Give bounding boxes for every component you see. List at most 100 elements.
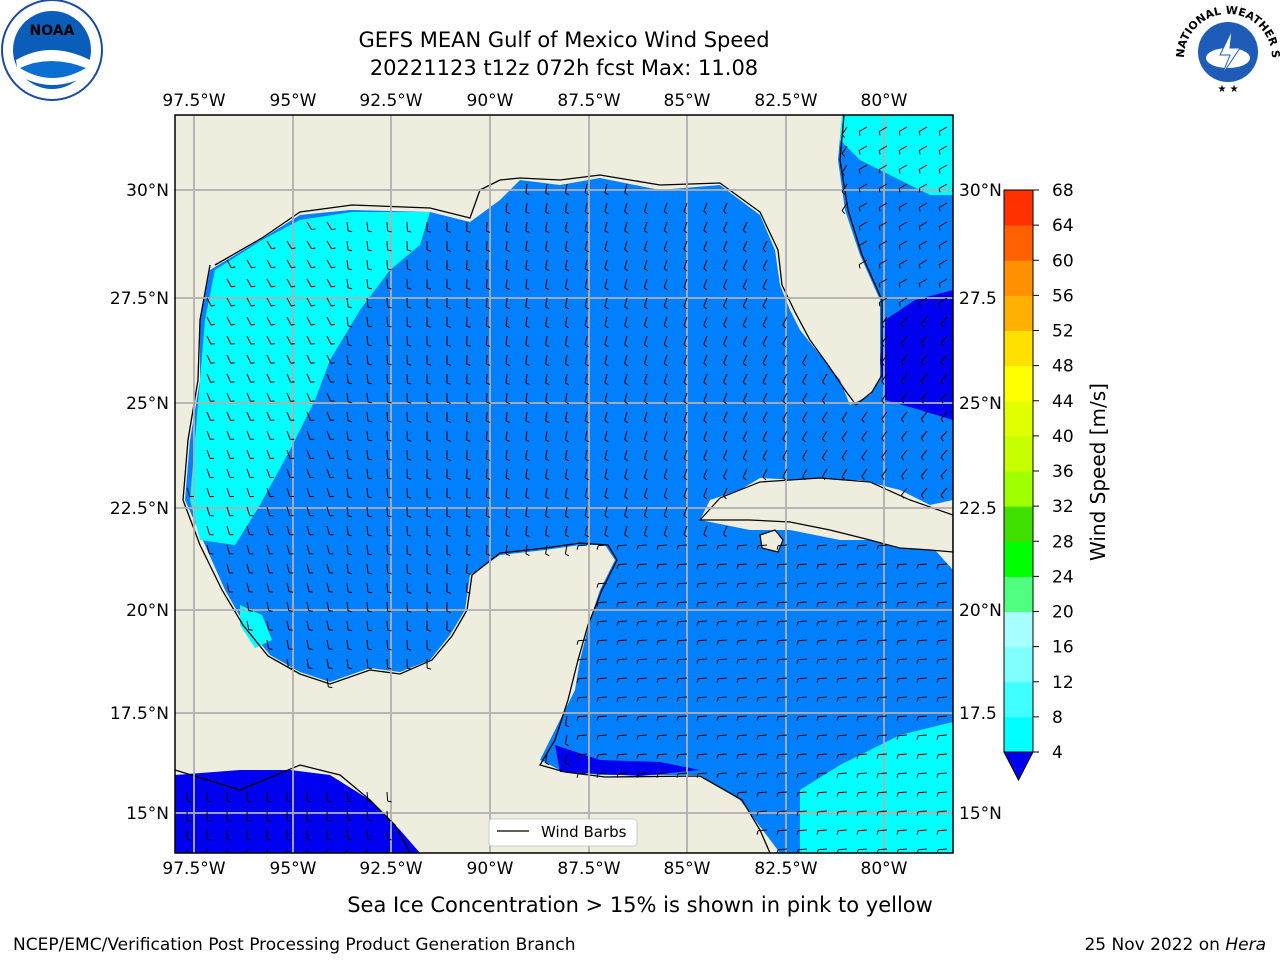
- colorbar-segment: [1004, 681, 1033, 718]
- wind-barb-feather: [703, 534, 708, 538]
- wind-barb-feather: [446, 287, 451, 290]
- wind-barb: [797, 772, 808, 775]
- wind-barb: [505, 392, 508, 403]
- wind-barb-feather: [898, 283, 901, 288]
- wind-barb: [677, 677, 688, 680]
- wind-barb: [597, 696, 608, 699]
- wind-barb: [286, 487, 291, 497]
- wind-barb: [858, 126, 868, 132]
- wind-barb-feather: [348, 458, 353, 461]
- wind-barb-feather: [545, 230, 550, 234]
- wind-barb: [366, 810, 369, 821]
- wind-barb: [802, 449, 808, 459]
- wind-barb: [246, 487, 251, 497]
- wind-barb: [917, 734, 928, 737]
- wind-barb-feather: [703, 325, 708, 329]
- wind-barb-feather: [328, 667, 333, 669]
- lon-label-bottom: 95°W: [270, 859, 317, 879]
- wind-barb: [777, 677, 788, 680]
- wind-barb: [898, 164, 908, 170]
- wind-barb: [897, 639, 908, 642]
- wind-barb-feather: [938, 207, 941, 212]
- wind-barb-feather: [742, 400, 747, 405]
- wind-barb-feather: [616, 754, 619, 759]
- wind-barb-feather: [896, 811, 899, 816]
- wind-barb-feather: [331, 285, 336, 288]
- wind-barb: [937, 582, 948, 585]
- wind-barb-feather: [604, 325, 609, 329]
- wind-barb: [366, 430, 369, 441]
- wind-barb: [938, 183, 948, 189]
- wind-barb-feather: [596, 678, 599, 683]
- wind-barb-feather: [565, 363, 570, 367]
- wind-barb: [657, 696, 668, 699]
- wind-barb-feather: [426, 629, 432, 632]
- wind-barb-feather: [836, 849, 839, 853]
- wind-barb: [683, 430, 688, 440]
- wind-barb-feather: [505, 230, 510, 234]
- wind-barb-feather: [616, 602, 619, 607]
- wind-barb-feather: [565, 496, 570, 500]
- wind-barb: [663, 354, 668, 364]
- wind-barb: [584, 449, 588, 459]
- wind-barb-feather: [604, 401, 609, 405]
- wind-barb-feather: [545, 344, 550, 348]
- wind-barb: [897, 829, 908, 832]
- wind-barb: [757, 582, 768, 585]
- wind-barb: [386, 297, 389, 308]
- wind-barb: [564, 354, 568, 364]
- wind-barb: [564, 278, 568, 288]
- wind-barb: [564, 506, 568, 516]
- wind-barb-feather: [367, 325, 372, 328]
- wind-barb-feather: [762, 419, 767, 424]
- wind-barb-feather: [576, 545, 579, 550]
- wind-barb: [663, 525, 668, 535]
- wind-barb-feather: [624, 477, 629, 481]
- wind-barb: [858, 240, 868, 246]
- wind-barb: [266, 240, 273, 250]
- wind-barb: [881, 411, 888, 420]
- pacific-coastline: [175, 764, 411, 853]
- wind-barb-feather: [916, 811, 919, 816]
- wind-barb-feather: [856, 811, 859, 816]
- wind-barb: [837, 829, 848, 832]
- wind-barb: [837, 563, 848, 566]
- wind-barb-feather: [796, 564, 799, 569]
- wind-barb: [723, 335, 728, 345]
- wind-barb-feather: [407, 458, 412, 461]
- wind-barb-feather: [856, 659, 859, 664]
- wind-barb: [505, 316, 508, 327]
- wind-barb: [485, 221, 488, 232]
- wind-barb: [643, 297, 648, 307]
- wind-barb: [226, 430, 231, 440]
- wind-barb-feather: [776, 849, 779, 853]
- wind-barb: [703, 202, 708, 212]
- wind-barb-feather: [367, 344, 372, 347]
- wind-barb: [920, 335, 928, 344]
- wind-barb-feather: [756, 697, 759, 702]
- wind-barb-feather: [271, 247, 276, 250]
- wind-barb: [246, 335, 252, 345]
- wind-barb-feather: [545, 534, 550, 538]
- wind-barb-feather: [367, 458, 372, 461]
- wind-barb: [861, 468, 868, 477]
- lon-label-top: 97.5°W: [162, 91, 225, 111]
- wind-barb: [604, 354, 608, 364]
- wind-barb-feather: [644, 363, 648, 367]
- wind-barb-feather: [267, 800, 272, 803]
- wind-barb-feather: [387, 667, 392, 670]
- wind-barb-feather: [367, 838, 372, 841]
- wind-barb: [624, 297, 628, 307]
- wind-barb: [881, 449, 888, 458]
- wind-barb-feather: [881, 342, 885, 347]
- wind-barb-feather: [841, 153, 846, 158]
- wind-barb: [286, 297, 292, 307]
- wind-barb-feather: [756, 735, 759, 740]
- wind-barb-feather: [596, 697, 599, 702]
- wind-barb-feather: [348, 306, 353, 309]
- wind-barb-feather: [683, 287, 688, 291]
- wind-barb: [584, 373, 588, 383]
- wind-barb-feather: [644, 344, 648, 348]
- colorbar-label: Wind Speed [m/s]: [1086, 383, 1110, 561]
- wind-barb: [577, 677, 588, 680]
